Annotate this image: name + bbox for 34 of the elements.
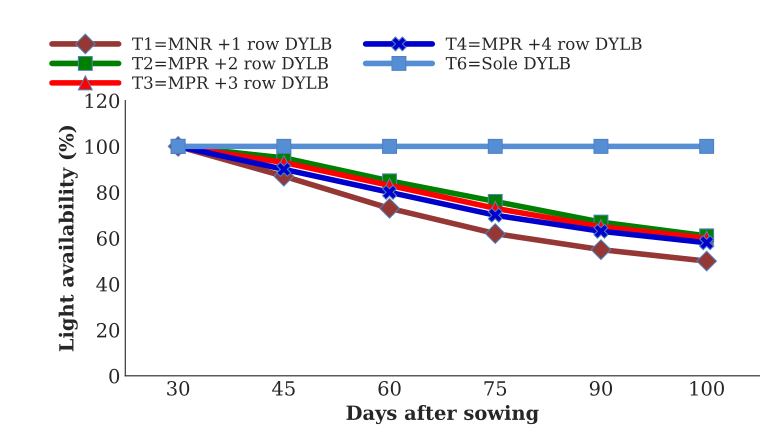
point [590,239,612,260]
point [382,184,398,200]
legend-label: T3=MPR +3 row DYLB [132,76,328,89]
point [696,250,717,272]
y-axis-title: Light availability (%) [58,126,78,352]
point [382,138,398,154]
point [488,138,503,154]
y-tick-label: 80 [96,185,120,200]
legend-label: T6=Sole DYLB [446,56,570,70]
y-tick-label: 100 [86,139,120,154]
y-tick-label: 60 [96,231,120,246]
point [593,224,608,239]
y-tick-label: 40 [96,277,120,292]
point [699,138,714,154]
legend-label: T2=MPR +2 row DYLB [132,56,328,70]
legend-label: T1=MNR +1 row DYLB [132,37,332,50]
point [488,208,503,223]
x-tick-label: 45 [272,381,295,396]
x-tick-label: 60 [378,381,401,396]
point [379,198,400,219]
x-tick-label: 100 [690,381,724,396]
y-tick-label: 20 [96,322,120,338]
point [484,223,506,244]
point [276,138,292,154]
x-tick-label: 75 [484,381,506,396]
legend-label: T4=MPR +4 row DYLB [446,37,642,50]
point [276,162,292,177]
y-tick-label: 120 [86,93,120,108]
x-axis-title: Days after sowing [346,405,539,424]
x-tick-label: 30 [167,381,190,396]
x-tick-label: 90 [590,381,612,396]
y-tick-label: 0 [109,368,120,384]
point [699,235,714,250]
point [593,138,608,154]
